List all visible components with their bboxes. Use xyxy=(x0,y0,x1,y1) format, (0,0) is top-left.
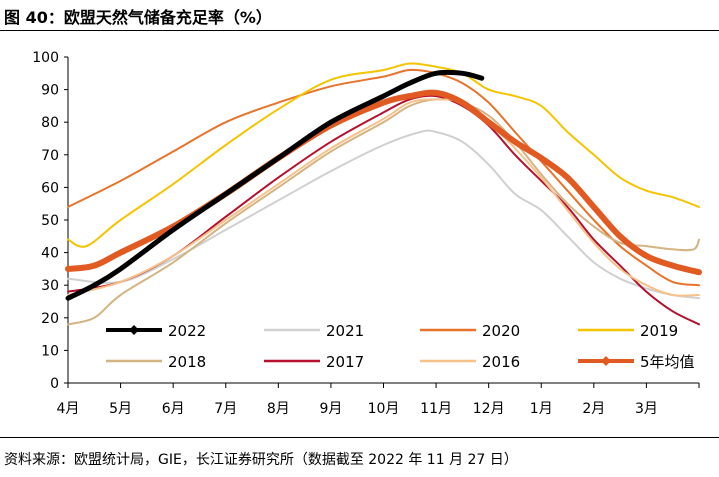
source-note: 资料来源：欧盟统计局，GIE，长江证券研究所（数据截至 2022 年 11 月 … xyxy=(4,452,518,468)
legend-label-3: 2019 xyxy=(640,322,678,340)
y-tick-label: 40 xyxy=(41,246,59,262)
legend-label-6: 2016 xyxy=(482,353,520,371)
series-line-1 xyxy=(67,129,700,300)
x-tick-label: 9月 xyxy=(319,401,342,417)
legend-label-4: 2018 xyxy=(168,353,206,371)
series-line-3 xyxy=(67,62,700,248)
legend-label-7: 5年均值 xyxy=(640,353,695,371)
title-rule xyxy=(0,30,719,31)
y-tick-label: 60 xyxy=(41,180,59,196)
x-tick-label: 12月 xyxy=(473,401,505,417)
legend-label-2: 2020 xyxy=(482,322,520,340)
source-rule xyxy=(0,437,719,438)
y-tick-label: 70 xyxy=(41,148,59,164)
x-tick-label: 10月 xyxy=(368,401,400,417)
chart-legend: 2022 2021 2020 2019 2018 2017 2016 5年均值 xyxy=(106,322,695,371)
y-tick-label: 50 xyxy=(41,213,59,229)
x-tick-label: 5月 xyxy=(109,401,132,417)
x-tick-label: 1月 xyxy=(530,401,553,417)
series-line-5 xyxy=(67,94,700,326)
x-tick-label: 2月 xyxy=(582,401,605,417)
legend-marker-7 xyxy=(601,356,611,366)
x-tick-label: 6月 xyxy=(162,401,185,417)
x-tick-label: 7月 xyxy=(214,401,237,417)
x-tick-label: 4月 xyxy=(57,401,80,417)
x-tick-label: 3月 xyxy=(635,401,658,417)
series-line-2 xyxy=(67,68,700,287)
y-tick-label: 90 xyxy=(41,83,59,99)
chart-axes: 0 10 20 30 40 50 60 70 80 90 100 4月 5月 6月 7月 8月 9月 10月 11月… xyxy=(32,50,700,417)
y-tick-label: 30 xyxy=(41,278,59,294)
y-tick-label: 100 xyxy=(32,50,59,66)
series-line-6 xyxy=(67,98,700,297)
legend-label-1: 2021 xyxy=(326,322,364,340)
x-tick-label: 11月 xyxy=(420,401,452,417)
y-tick-label: 0 xyxy=(50,376,59,392)
chart-series-lines xyxy=(65,62,702,326)
y-tick-label: 20 xyxy=(41,311,59,327)
legend-label-0: 2022 xyxy=(168,322,206,340)
series-line-4 xyxy=(67,98,700,326)
legend-marker-0 xyxy=(129,325,139,335)
x-tick-label: 8月 xyxy=(267,401,290,417)
figure-title: 图 40：欧盟天然气储备充足率（%） xyxy=(4,8,272,27)
y-tick-label: 80 xyxy=(41,115,59,131)
legend-label-5: 2017 xyxy=(326,353,364,371)
y-tick-label: 10 xyxy=(41,343,59,359)
series-line-0 xyxy=(65,69,485,301)
